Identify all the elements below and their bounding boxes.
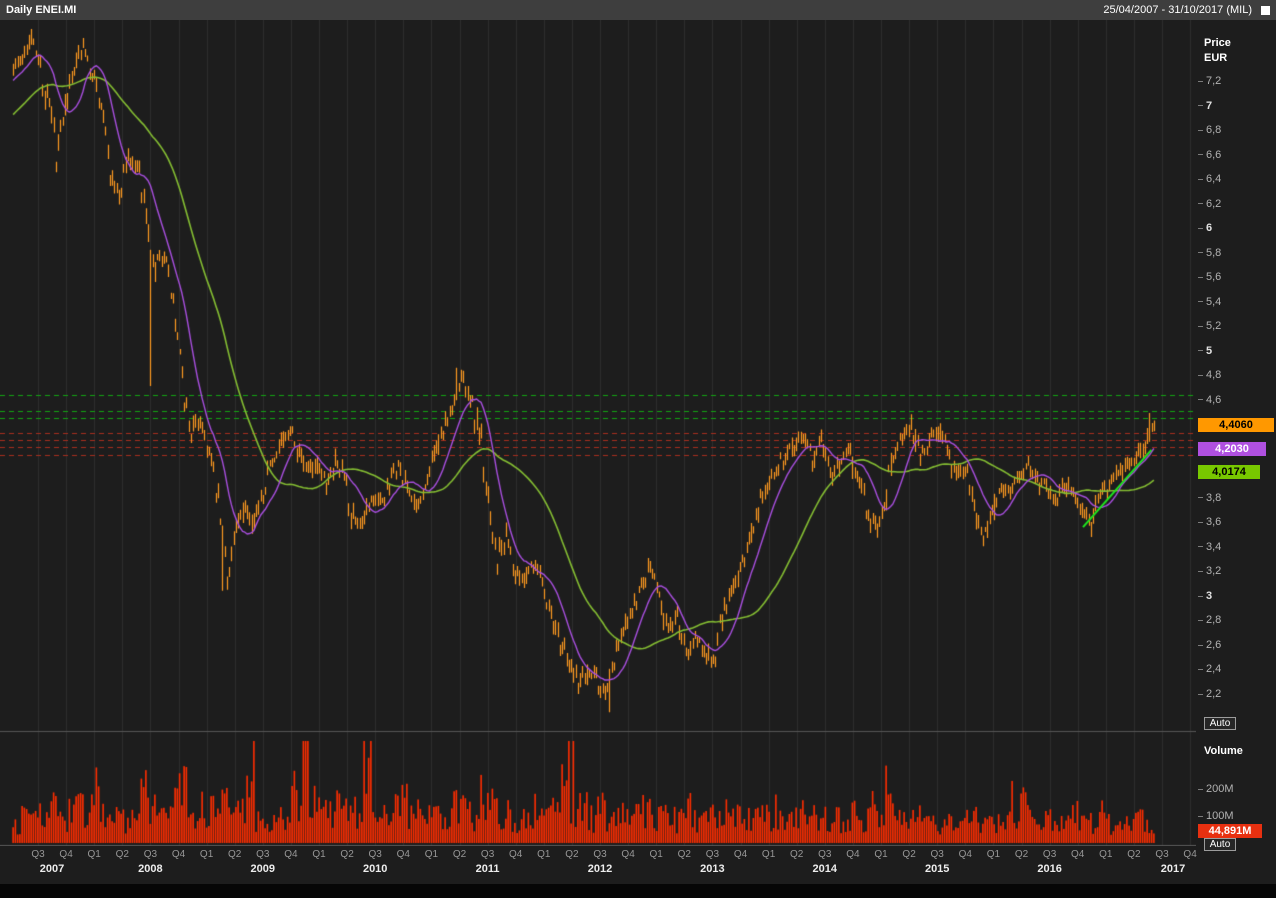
right-axis-gutter: Price EUR 7,2 7 6,8 6,6 6,4 6,2 6 5,8 5,6 5,4 5,2 5… [1196, 20, 1276, 853]
quarter-label: Q3 [368, 849, 382, 860]
price-tick-label: 2,4 [1198, 663, 1221, 675]
year-label: 2009 [250, 863, 276, 875]
quarter-label: Q4 [59, 849, 73, 860]
quarter-label: Q4 [846, 849, 860, 860]
volume-pane-title: Volume [1204, 745, 1243, 757]
price-axis-title-line2: EUR [1204, 52, 1228, 64]
price-tick-label: 5,6 [1198, 271, 1221, 283]
bottom-scrollbar[interactable] [0, 884, 1276, 898]
quarter-label: Q4 [958, 849, 972, 860]
price-tick-label: 5,4 [1198, 296, 1221, 308]
price-tick-label: 5,8 [1198, 247, 1221, 259]
price-tick-label: 3,6 [1198, 516, 1221, 528]
quarter-label: Q4 [1183, 849, 1197, 860]
year-label: 2014 [812, 863, 838, 875]
quarter-label: Q1 [986, 849, 1001, 860]
year-label: 2016 [1037, 863, 1062, 875]
price-tick-label: 4,8 [1198, 369, 1221, 381]
quarter-label: Q4 [1071, 849, 1085, 860]
quarter-label: Q2 [1127, 849, 1141, 860]
quarter-label: Q1 [312, 849, 326, 860]
price-tick-label: 2,6 [1198, 639, 1221, 651]
price-tick-label: 7,2 [1198, 75, 1221, 87]
quarter-label: Q2 [115, 849, 129, 860]
price-tick-label: 2,2 [1198, 688, 1221, 700]
quarter-label: Q3 [143, 849, 158, 860]
date-range-label: 25/04/2007 - 31/10/2017 (MIL) [1103, 4, 1252, 16]
quarter-label: Q3 [593, 849, 607, 860]
price-tick-label: 4,6 [1198, 394, 1221, 406]
year-label: 2017 [1160, 863, 1186, 875]
price-tick-label: 3,4 [1198, 541, 1221, 553]
quarter-label: Q2 [340, 849, 354, 860]
quarter-label: Q2 [902, 849, 916, 860]
price-tick-label: 6,2 [1198, 198, 1221, 210]
year-label: 2011 [475, 863, 500, 875]
year-label: 2010 [362, 863, 388, 875]
price-auto-scale-button[interactable]: Auto [1204, 717, 1236, 730]
quarter-label: Q4 [733, 849, 748, 860]
last-volume-badge: 44,891M [1198, 824, 1262, 838]
price-axis-title: Price EUR [1204, 36, 1231, 66]
quarter-label: Q4 [509, 849, 523, 860]
quarter-label: Q4 [621, 849, 635, 860]
quarter-label: Q1 [761, 849, 776, 860]
quarter-label: Q3 [31, 849, 45, 860]
price-tick-label: 6,8 [1198, 124, 1221, 136]
year-label: 2013 [700, 863, 725, 875]
price-tick-label: 2,8 [1198, 614, 1221, 626]
year-label: 2008 [138, 863, 163, 875]
quarter-label: Q3 [818, 849, 832, 860]
price-axis-title-line1: Price [1204, 37, 1231, 49]
year-label: 2007 [39, 863, 65, 875]
chart-title: Daily ENEI.MI [6, 4, 77, 16]
price-tick-label: 5,2 [1198, 320, 1221, 332]
price-volume-canvas[interactable] [0, 20, 1196, 846]
quarter-label: Q1 [649, 849, 663, 860]
quarter-label: Q3 [1042, 849, 1057, 860]
price-tick-label: 7 [1198, 100, 1212, 112]
time-axis: Q3 Q4 Q1 Q2 Q3 Q4 Q1 Q2 Q3 Q4 Q1 Q2 Q3 Q4 Q1 Q2 Q3 Q4 Q1 Q2… [0, 846, 1276, 882]
quarter-label: Q4 [171, 849, 186, 860]
ma-fast-value-badge: 4,2030 [1198, 442, 1266, 457]
quarter-label: Q1 [199, 849, 214, 860]
quarter-label: Q2 [565, 849, 579, 860]
quarter-label: Q3 [930, 849, 944, 860]
volume-tick-label: 100M [1198, 810, 1234, 822]
quarter-label: Q1 [424, 849, 439, 860]
price-tick-label: 5 [1198, 345, 1212, 357]
price-tick-label: 6 [1198, 222, 1212, 234]
quarter-label: Q2 [1014, 849, 1029, 860]
last-price-badge: 4,4060 [1198, 417, 1274, 432]
quarter-label: Q1 [874, 849, 888, 860]
price-tick-label: 3,8 [1198, 492, 1221, 504]
quarter-label: Q2 [228, 849, 242, 860]
quarter-label: Q4 [284, 849, 298, 860]
quarter-label: Q2 [677, 849, 691, 860]
quarter-label: Q4 [396, 849, 410, 860]
ma-slow-value-badge: 4,0174 [1198, 465, 1260, 480]
quarter-label: Q1 [537, 849, 551, 860]
quarter-label: Q1 [1099, 849, 1113, 860]
price-tick-label: 3 [1198, 590, 1212, 602]
year-label: 2015 [924, 863, 950, 875]
quarter-label: Q1 [87, 849, 101, 860]
quarter-label: Q3 [705, 849, 720, 860]
window-marker-icon[interactable] [1261, 5, 1270, 15]
quarter-label: Q2 [452, 849, 467, 860]
chart-titlebar: Daily ENEI.MI 25/04/2007 - 31/10/2017 (M… [0, 0, 1276, 20]
quarter-label: Q3 [1155, 849, 1169, 860]
quarter-label: Q3 [256, 849, 270, 860]
volume-tick-label: 200M [1198, 783, 1234, 795]
volume-auto-scale-button[interactable]: Auto [1204, 838, 1236, 851]
quarter-label: Q2 [790, 849, 804, 860]
price-tick-label: 3,2 [1198, 565, 1221, 577]
quarter-label: Q3 [480, 849, 495, 860]
price-tick-label: 6,6 [1198, 149, 1221, 161]
year-label: 2012 [587, 863, 613, 875]
price-tick-label: 6,4 [1198, 173, 1221, 185]
